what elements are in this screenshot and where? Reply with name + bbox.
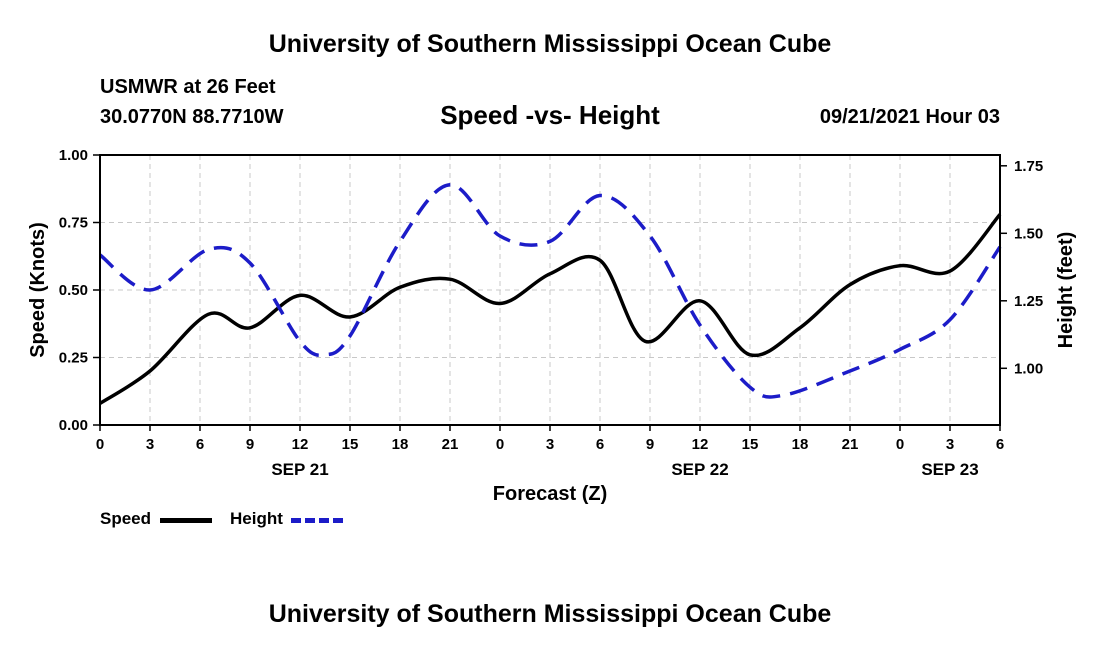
forecast-datetime: 09/21/2021 Hour 03 <box>819 106 1000 128</box>
page-title: University of Southern Mississippi Ocean… <box>268 30 832 58</box>
x-tick-label: 21 <box>842 436 859 453</box>
date-label: SEP 22 <box>671 460 728 479</box>
legend-speed-swatch <box>160 518 212 523</box>
grid-layer <box>100 155 1000 425</box>
legend-height-label: Height <box>230 509 283 528</box>
x-tick-label: 6 <box>596 436 604 453</box>
x-tick-label: 3 <box>546 436 554 453</box>
x-tick-label: 0 <box>896 436 904 453</box>
x-tick-label: 3 <box>146 436 154 453</box>
x-tick-label: 15 <box>742 436 759 453</box>
x-tick-label: 9 <box>246 436 254 453</box>
legend-speed-label: Speed <box>100 509 152 528</box>
y2-tick-label: 1.75 <box>1014 158 1043 175</box>
date-label: SEP 21 <box>271 460 328 479</box>
x-tick-label: 6 <box>196 436 204 453</box>
y2-tick-label: 1.00 <box>1014 360 1043 377</box>
x-axis-label: Forecast (Z) <box>493 483 607 505</box>
date-label: SEP 23 <box>921 460 978 479</box>
x-tick-label: 15 <box>342 436 359 453</box>
x-tick-label: 0 <box>96 436 104 453</box>
speed-series-line <box>99 213 1002 405</box>
y-tick-label: 0.00 <box>59 417 88 434</box>
x-tick-label: 18 <box>392 436 409 453</box>
y-tick-label: 0.50 <box>59 282 88 299</box>
x-tick-label: 12 <box>692 436 709 453</box>
station-coordinates: 30.0770N 88.7710W <box>100 106 284 128</box>
x-tick-label: 3 <box>946 436 954 453</box>
y2-axis-label: Height (feet) <box>1055 232 1077 349</box>
axis-layer: 0 3 6 9 12 15 18 21 0 3 6 9 12 15 18 21 0 3 6 SEP 21 SEP 22 S… <box>59 147 1043 479</box>
y2-tick-label: 1.25 <box>1014 293 1043 310</box>
y2-tick-label: 1.50 <box>1014 225 1043 242</box>
footer-title: University of Southern Mississippi Ocean… <box>268 600 832 628</box>
x-tick-label: 6 <box>996 436 1004 453</box>
y-axis-label: Speed (Knots) <box>27 222 49 358</box>
y-tick-label: 0.75 <box>59 215 88 232</box>
x-tick-label: 21 <box>442 436 459 453</box>
y-tick-label: 0.25 <box>59 350 88 367</box>
x-tick-label: 12 <box>292 436 309 453</box>
station-label: USMWR at 26 Feet <box>100 76 276 98</box>
x-tick-label: 18 <box>792 436 809 453</box>
legend-height-swatch <box>291 518 343 523</box>
x-tick-label: 0 <box>496 436 504 453</box>
chart-subtitle: Speed -vs- Height <box>440 100 660 130</box>
series-layer <box>98 182 1002 405</box>
x-tick-label: 9 <box>646 436 654 453</box>
height-series-line <box>98 182 1002 399</box>
y-tick-label: 1.00 <box>59 147 88 164</box>
